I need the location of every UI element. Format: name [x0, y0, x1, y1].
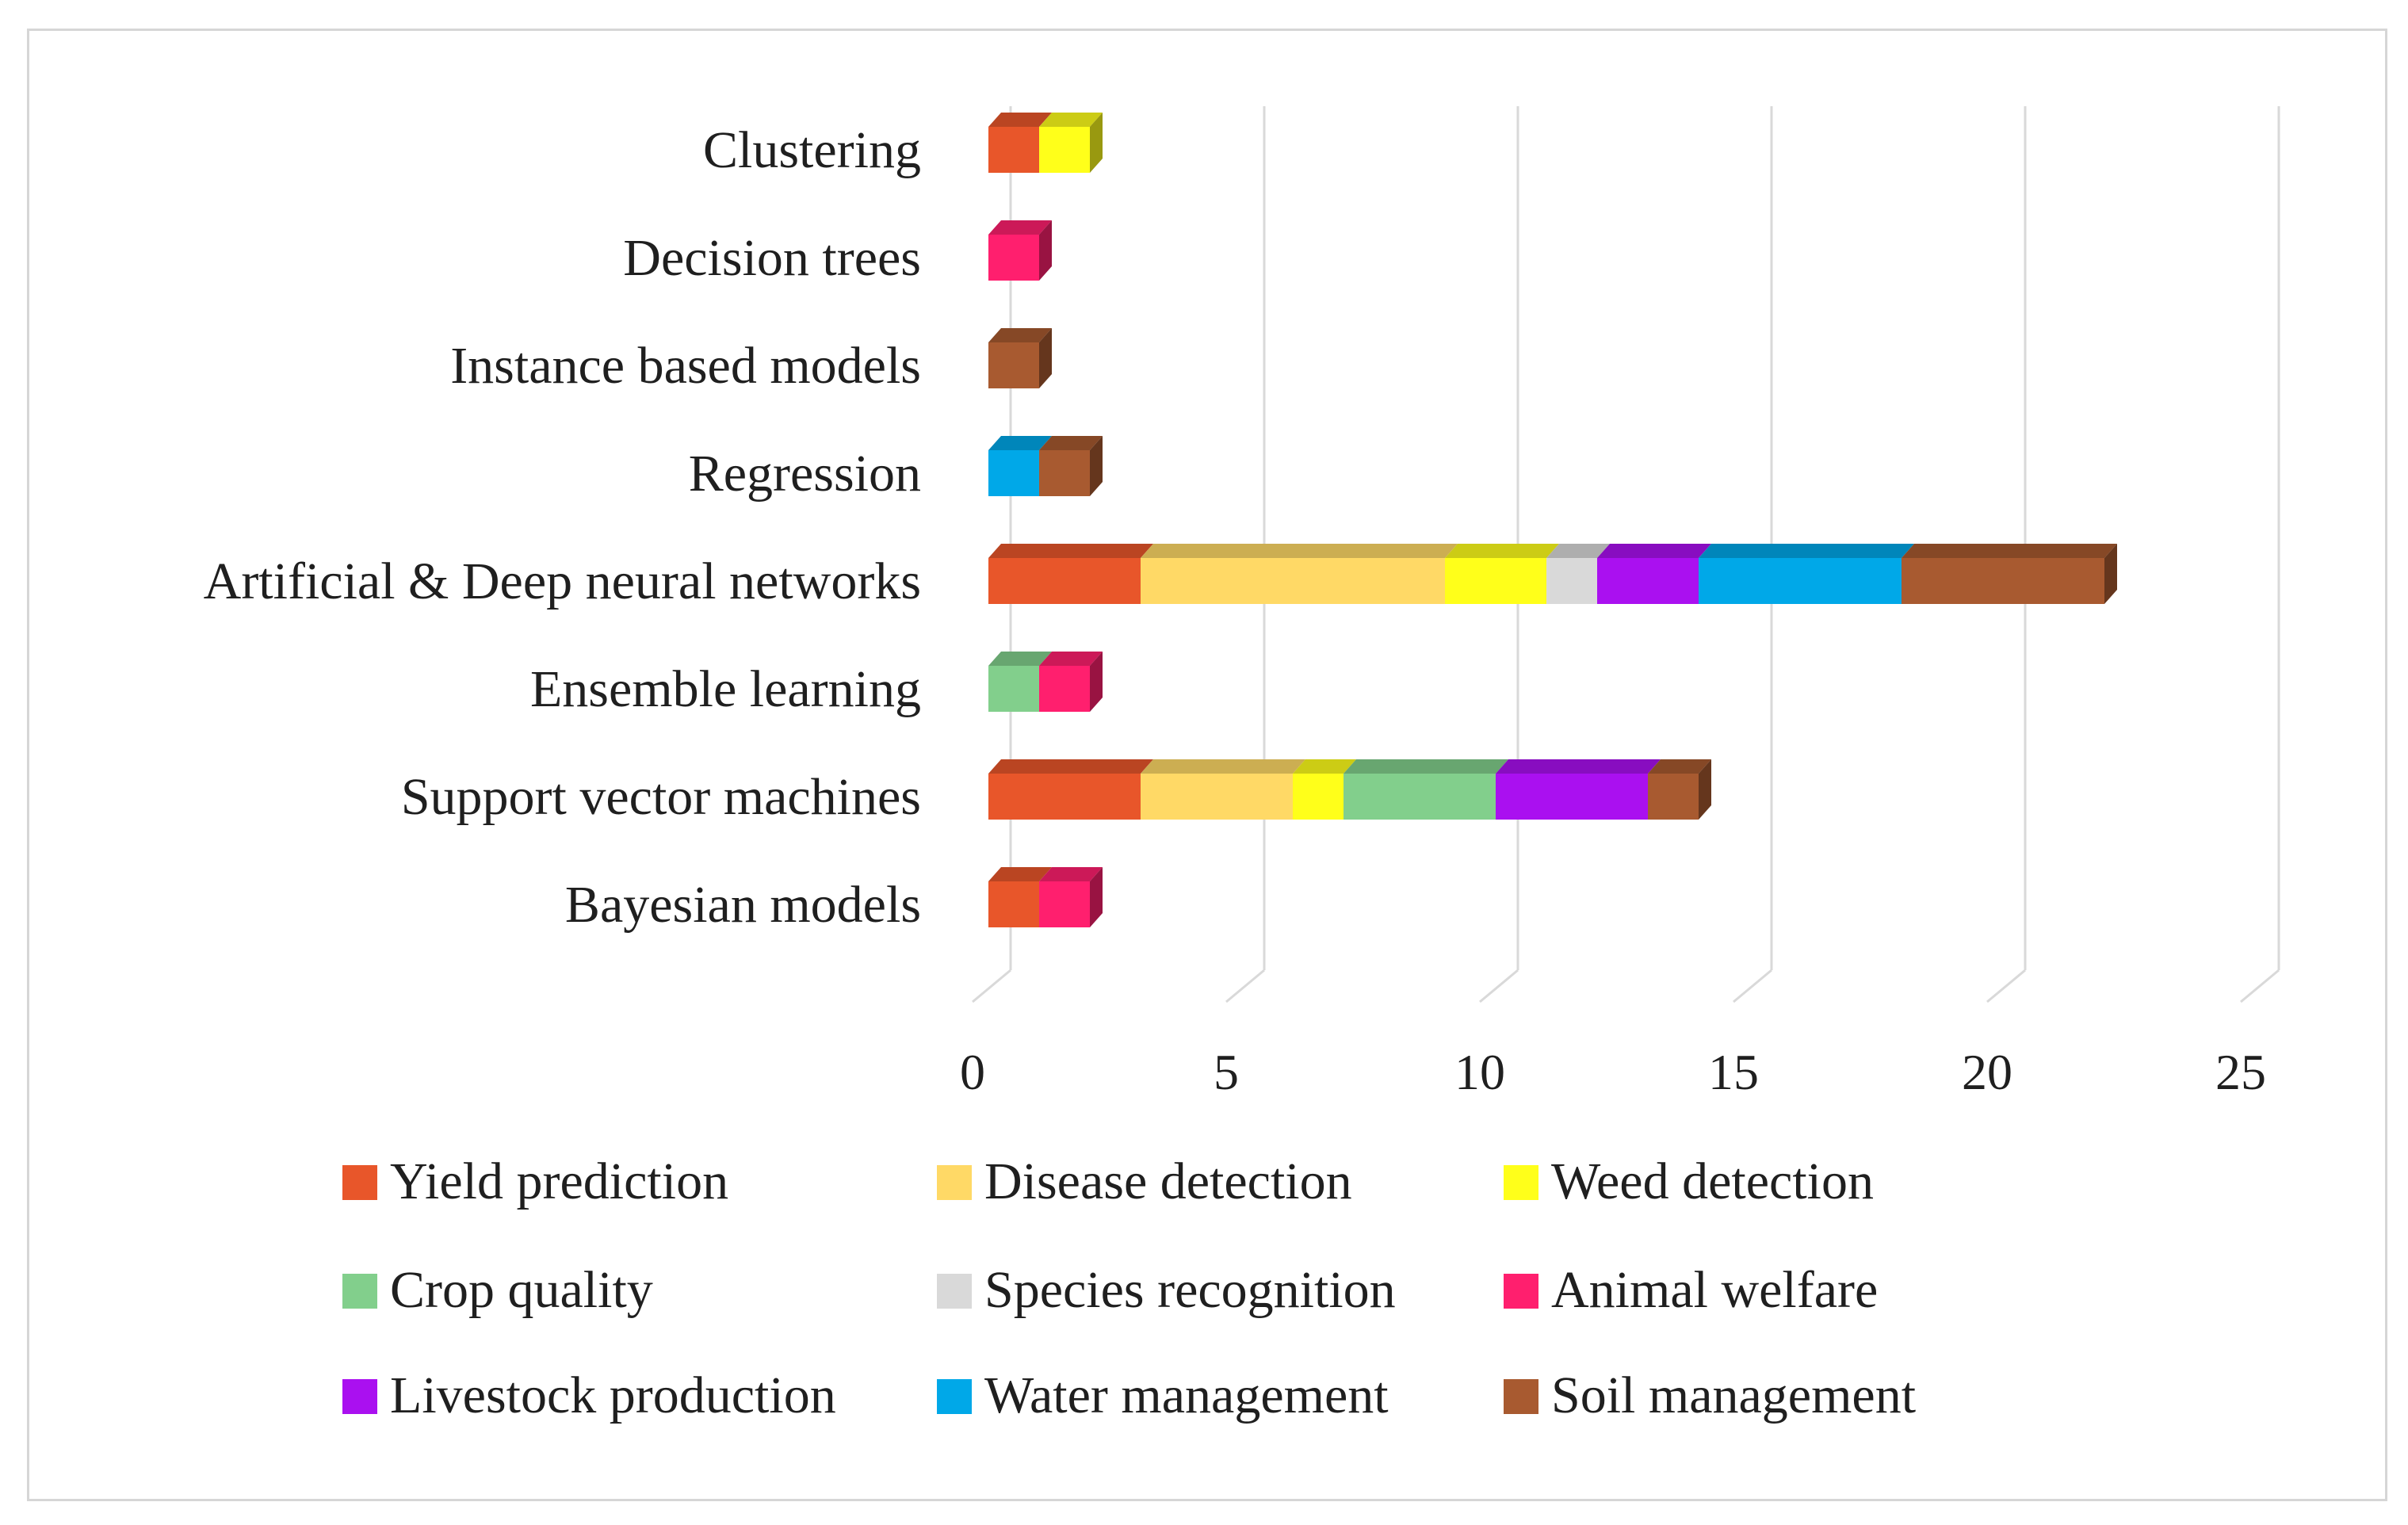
- x-tick-label: 15: [1708, 1044, 1759, 1100]
- bar-segment-top: [1039, 436, 1103, 450]
- legend-swatch: [937, 1379, 972, 1414]
- bar-segment-top: [1546, 544, 1610, 558]
- bar-segment: [1141, 774, 1293, 820]
- bar-segment-top: [988, 759, 1153, 774]
- bar-segment: [988, 235, 1039, 281]
- category-label: Regression: [689, 445, 921, 503]
- bar-segment: [988, 127, 1039, 173]
- legend-label: Animal welfare: [1551, 1261, 1878, 1319]
- bar-segment-top: [1141, 759, 1305, 774]
- bar-segment-top: [1039, 867, 1103, 881]
- bar-segment-top: [988, 328, 1052, 342]
- bar-segment: [1597, 558, 1699, 604]
- bar-segment: [988, 666, 1039, 712]
- legend-swatch: [1504, 1379, 1538, 1414]
- bar-segment-top: [1648, 759, 1711, 774]
- bar-segment-top: [988, 113, 1052, 127]
- bar-segment: [1496, 774, 1648, 820]
- legend-label: Yield prediction: [390, 1152, 728, 1210]
- bar-segment: [1039, 666, 1090, 712]
- gridline-floor: [1225, 969, 1265, 1003]
- bar-segment: [1344, 774, 1496, 820]
- legend-label: Species recognition: [984, 1261, 1396, 1319]
- bar-segment-top: [1344, 759, 1508, 774]
- legend-swatch: [1504, 1274, 1538, 1309]
- legend-swatch: [937, 1165, 972, 1200]
- bar-segment: [1293, 774, 1344, 820]
- category-label: Clustering: [703, 121, 921, 179]
- bar-segment: [988, 558, 1141, 604]
- category-label: Support vector machines: [401, 768, 921, 826]
- gridline-floor: [1479, 969, 1519, 1003]
- bar-segment-top: [988, 652, 1052, 666]
- bar-segment-top: [1039, 652, 1103, 666]
- bar-end-face: [1090, 867, 1103, 927]
- bar-segment-top: [988, 220, 1052, 235]
- bar-segment: [1648, 774, 1699, 820]
- legend-swatch: [342, 1274, 377, 1309]
- bar-end-face: [1090, 652, 1103, 712]
- legend-label: Weed detection: [1551, 1152, 1874, 1210]
- category-label: Decision trees: [623, 229, 921, 287]
- bar-segment-top: [1141, 544, 1458, 558]
- legend-label: Crop quality: [390, 1261, 653, 1319]
- gridline-floor: [972, 969, 1011, 1003]
- bar-segment: [1039, 127, 1090, 173]
- x-tick-label: 25: [2215, 1044, 2266, 1100]
- legend-swatch: [342, 1379, 377, 1414]
- bar-segment-top: [1902, 544, 2117, 558]
- gridline-floor: [2240, 969, 2280, 1003]
- legend-label: Water management: [984, 1366, 1389, 1424]
- bar-segment: [1445, 558, 1546, 604]
- bar-end-face: [1699, 759, 1711, 820]
- x-tick-label: 5: [1214, 1044, 1239, 1100]
- bar-segment: [1039, 450, 1090, 496]
- legend-swatch: [342, 1165, 377, 1200]
- category-label: Artificial & Deep neural networks: [204, 552, 921, 610]
- x-tick-label: 10: [1454, 1044, 1505, 1100]
- bar-segment-top: [1699, 544, 1914, 558]
- bar-segment-top: [988, 544, 1153, 558]
- bar-end-face: [1090, 436, 1103, 496]
- bar-segment: [1141, 558, 1445, 604]
- chart-svg: 0 5 10 15 20 25 Clustering Decision trees Instan…: [204, 106, 2280, 1424]
- bar-segment-top: [988, 867, 1052, 881]
- gridline-floor: [1986, 969, 2026, 1003]
- bar-segment-top: [988, 436, 1052, 450]
- bar-end-face: [1039, 220, 1052, 281]
- bar-segment: [988, 774, 1141, 820]
- category-label: Bayesian models: [565, 876, 921, 934]
- bar-segment-top: [1597, 544, 1711, 558]
- gridline-floor: [1733, 969, 1772, 1003]
- bar-segment: [1902, 558, 2104, 604]
- bar-segment-top: [1039, 113, 1103, 127]
- legend-swatch: [937, 1274, 972, 1309]
- bar-end-face: [1039, 328, 1052, 388]
- bar-segment-top: [1293, 759, 1356, 774]
- x-tick-label: 0: [960, 1044, 985, 1100]
- legend-label: Disease detection: [984, 1152, 1352, 1210]
- legend-label: Livestock production: [390, 1366, 836, 1424]
- bar-segment: [1699, 558, 1902, 604]
- chart-frame: 0 5 10 15 20 25 Clustering Decision trees Instan…: [27, 29, 2387, 1501]
- category-label: Instance based models: [450, 337, 921, 395]
- bar-segment: [1039, 881, 1090, 927]
- bar-segment: [988, 450, 1039, 496]
- category-label: Ensemble learning: [530, 660, 921, 718]
- bar-segment: [1546, 558, 1597, 604]
- legend-swatch: [1504, 1165, 1538, 1200]
- bar-segment: [988, 881, 1039, 927]
- bar-segment: [988, 342, 1039, 388]
- bar-end-face: [1090, 113, 1103, 173]
- legend-label: Soil management: [1551, 1366, 1916, 1424]
- x-tick-label: 20: [1962, 1044, 2012, 1100]
- bar-segment-top: [1496, 759, 1661, 774]
- bar-segment-top: [1445, 544, 1559, 558]
- bar-end-face: [2104, 544, 2117, 604]
